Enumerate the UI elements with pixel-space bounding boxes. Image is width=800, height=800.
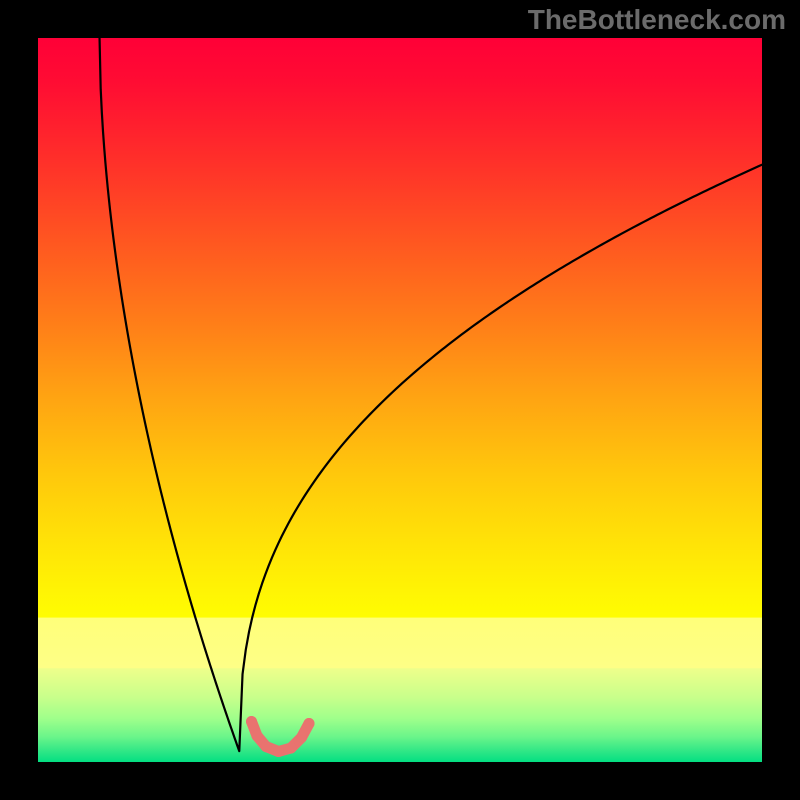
marker-dot: [273, 746, 284, 757]
chart-root: TheBottleneck.com: [0, 0, 800, 800]
marker-dot: [296, 732, 307, 743]
marker-dot: [304, 718, 315, 729]
marker-dot: [252, 730, 263, 741]
curve-layer: [38, 38, 762, 762]
marker-dot: [261, 741, 272, 752]
plot-area: [38, 38, 762, 762]
watermark-text: TheBottleneck.com: [528, 4, 786, 36]
marker-dot: [246, 716, 257, 727]
bottleneck-curve: [100, 38, 762, 751]
marker-dot: [286, 743, 297, 754]
